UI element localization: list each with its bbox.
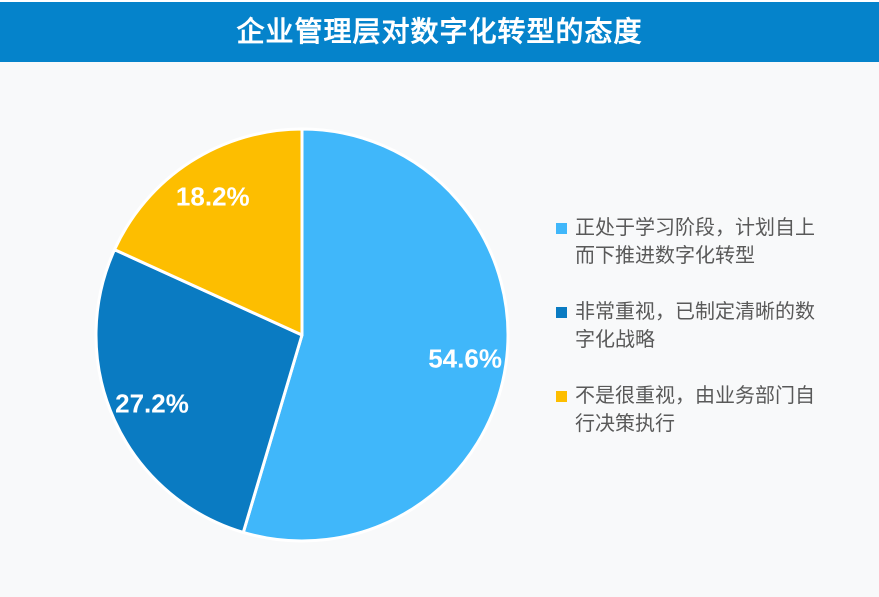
legend-item-not-important[interactable]: 不是很重视，由业务部门自 行决策执行 <box>556 382 871 438</box>
legend-item-label: 正处于学习阶段，计划自上 而下推进数字化转型 <box>575 217 815 267</box>
legend: 正处于学习阶段，计划自上 而下推进数字化转型 非常重视，已制定清晰的数 字化战略… <box>556 214 871 466</box>
pie-slice-value-label: 18.2% <box>176 181 250 211</box>
pie-slice-value-label: 27.2% <box>115 388 189 418</box>
legend-item-label: 非常重视，已制定清晰的数 字化战略 <box>575 301 815 351</box>
legend-color-swatch <box>556 223 567 234</box>
legend-color-swatch <box>556 307 567 318</box>
legend-item-clear-strategy[interactable]: 非常重视，已制定清晰的数 字化战略 <box>556 298 871 354</box>
pie-slice-value-label: 54.6% <box>428 344 502 374</box>
chart-title-banner: 企业管理层对数字化转型的态度 <box>0 2 879 62</box>
legend-item-learning-stage[interactable]: 正处于学习阶段，计划自上 而下推进数字化转型 <box>556 214 871 270</box>
pie-slice-1[interactable] <box>241 127 510 543</box>
chart-title: 企业管理层对数字化转型的态度 <box>236 16 643 47</box>
pie-slice-3[interactable] <box>113 127 304 337</box>
pie-chart[interactable]: 54.6% 27.2% 18.2% <box>82 115 522 555</box>
legend-color-swatch <box>556 391 567 402</box>
pie-slice-2[interactable] <box>94 248 304 534</box>
chart-area: 54.6% 27.2% 18.2% 正处于学习阶段，计划自上 而下推进数字化转型 非… <box>0 62 879 597</box>
legend-item-label: 不是很重视，由业务部门自 行决策执行 <box>575 385 815 435</box>
